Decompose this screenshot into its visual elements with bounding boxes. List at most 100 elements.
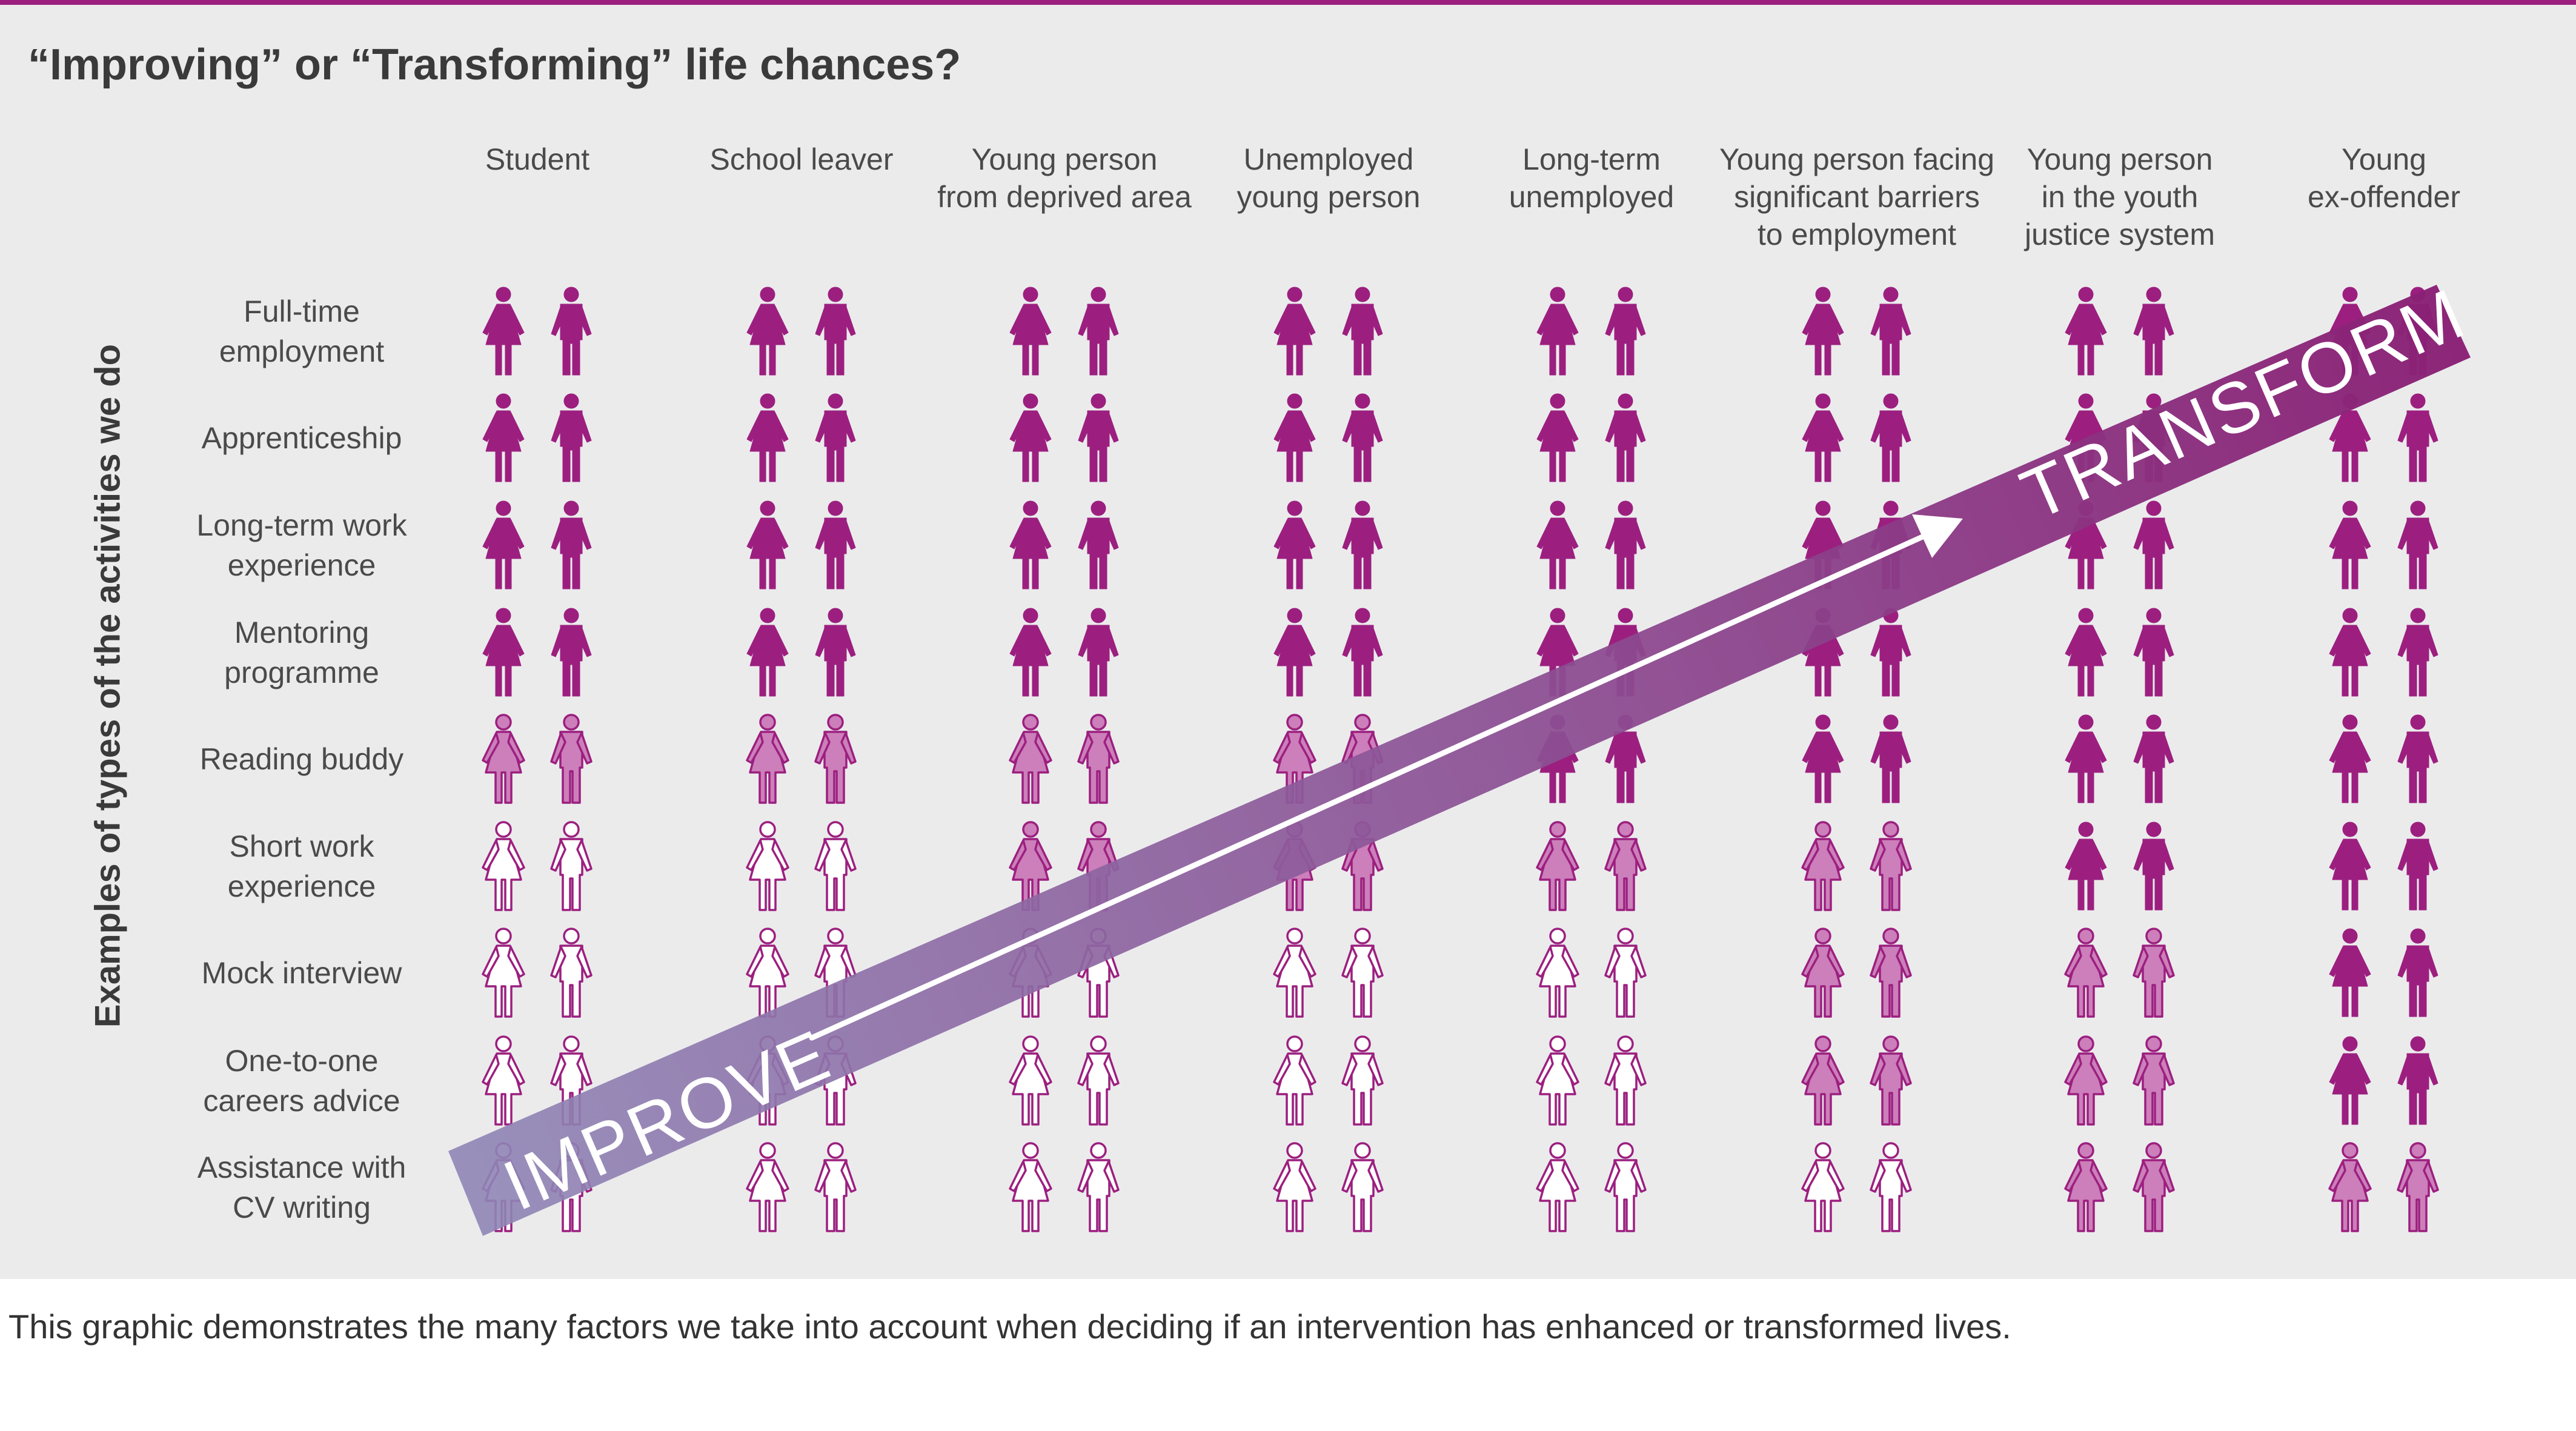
column-header: Long-term unemployed	[1446, 141, 1737, 216]
male-figure-icon	[1870, 393, 1911, 482]
male-figure-icon	[1342, 608, 1383, 697]
row-header: Mock interview	[120, 953, 483, 993]
male-figure-icon	[814, 1142, 857, 1232]
figure-matrix	[482, 287, 2439, 1232]
male-figure-icon	[1870, 287, 1911, 376]
female-figure-icon	[1009, 1035, 1052, 1126]
male-figure-icon	[1341, 1142, 1384, 1232]
female-figure-icon	[1801, 928, 1845, 1018]
male-figure-icon	[2133, 500, 2174, 589]
female-figure-icon	[746, 608, 789, 697]
female-figure-icon	[2065, 287, 2107, 376]
female-figure-icon	[1536, 500, 1579, 589]
female-figure-icon	[2064, 1035, 2108, 1126]
female-figure-icon	[746, 714, 789, 804]
row-header-line: Assistance with	[197, 1150, 407, 1184]
female-figure-icon	[482, 821, 525, 911]
male-figure-icon	[1077, 1142, 1120, 1232]
column-header: Student	[392, 141, 683, 178]
female-figure-icon	[2329, 928, 2371, 1017]
male-figure-icon	[2397, 500, 2438, 589]
column-header-line: significant barriers	[1734, 180, 1980, 214]
female-figure-icon	[1009, 821, 1052, 911]
male-figure-icon	[1604, 821, 1647, 911]
column-header-line: Long-term	[1522, 142, 1661, 176]
row-header: Short work experience	[120, 826, 483, 906]
male-figure-icon	[551, 287, 592, 376]
column-header-line: justice system	[2025, 217, 2215, 251]
female-figure-icon	[1536, 821, 1579, 911]
male-figure-icon	[1342, 287, 1383, 376]
row-header-line: Short work	[229, 829, 374, 863]
female-figure-icon	[1536, 1035, 1579, 1126]
male-figure-icon	[551, 393, 592, 482]
page-title: “Improving” or “Transforming” life chanc…	[28, 41, 961, 89]
male-figure-icon	[2397, 928, 2438, 1017]
female-figure-icon	[482, 500, 525, 589]
row-header: Reading buddy	[120, 739, 483, 779]
row-header-line: programme	[224, 656, 379, 689]
male-figure-icon	[2133, 822, 2174, 911]
female-figure-icon	[2065, 822, 2107, 911]
female-figure-icon	[1536, 287, 1579, 376]
column-header-line: Young person	[2027, 142, 2213, 176]
male-figure-icon	[1605, 393, 1646, 482]
row-header-line: Apprenticeship	[201, 421, 402, 455]
female-figure-icon	[2065, 714, 2107, 803]
row-header: Full-time employment	[120, 291, 483, 371]
column-header: Young person in the youth justice system	[1974, 141, 2265, 253]
female-figure-icon	[1009, 393, 1052, 482]
female-figure-icon	[1802, 393, 1844, 482]
column-header: Young ex-offender	[2239, 141, 2529, 216]
male-figure-icon	[2133, 714, 2174, 803]
column-header: School leaver	[656, 141, 947, 178]
male-figure-icon	[1605, 714, 1646, 803]
female-figure-icon	[1536, 393, 1579, 482]
female-figure-icon	[482, 1035, 525, 1126]
male-figure-icon	[1604, 1142, 1647, 1232]
male-figure-icon	[2397, 822, 2438, 911]
male-figure-icon	[551, 500, 592, 589]
male-figure-icon	[1342, 500, 1383, 589]
column-header-line: Young person	[971, 142, 1158, 176]
female-figure-icon	[1273, 500, 1316, 589]
male-figure-icon	[1077, 1035, 1120, 1126]
male-figure-icon	[1078, 393, 1119, 482]
female-figure-icon	[1009, 608, 1052, 697]
female-figure-icon	[2329, 500, 2371, 589]
female-figure-icon	[1273, 1142, 1316, 1232]
female-figure-icon	[2064, 1142, 2108, 1232]
male-figure-icon	[2397, 1036, 2438, 1125]
male-figure-icon	[550, 714, 593, 804]
row-header-line: careers advice	[203, 1084, 400, 1118]
male-figure-icon	[1870, 608, 1911, 697]
female-figure-icon	[1273, 393, 1316, 482]
male-figure-icon	[1605, 287, 1646, 376]
male-figure-icon	[814, 714, 857, 804]
column-header-line: School leaver	[709, 142, 894, 176]
male-figure-icon	[2133, 287, 2174, 376]
row-header: Long-term work experience	[120, 505, 483, 585]
female-figure-icon	[1802, 287, 1844, 376]
female-figure-icon	[1009, 1142, 1052, 1232]
female-figure-icon	[1273, 928, 1316, 1018]
male-figure-icon	[2397, 714, 2438, 803]
male-figure-icon	[1077, 714, 1120, 804]
male-figure-icon	[2133, 1035, 2175, 1126]
male-figure-icon	[815, 393, 856, 482]
male-figure-icon	[1870, 714, 1911, 803]
male-figure-icon	[1870, 1142, 1912, 1232]
row-header-line: CV writing	[233, 1190, 371, 1224]
female-figure-icon	[746, 928, 789, 1018]
column-header-line: Young person facing	[1719, 142, 1995, 176]
caption: This graphic demonstrates the many facto…	[8, 1307, 2011, 1346]
column-header-line: ex-offender	[2307, 180, 2461, 214]
row-header-line: Long-term work	[196, 508, 407, 542]
male-figure-icon	[2133, 608, 2174, 697]
row-header: Apprenticeship	[120, 418, 483, 458]
female-figure-icon	[1536, 608, 1579, 697]
row-header-line: experience	[227, 869, 376, 903]
female-figure-icon	[1536, 928, 1579, 1018]
column-header-line: Student	[485, 142, 590, 176]
female-figure-icon	[482, 287, 525, 376]
